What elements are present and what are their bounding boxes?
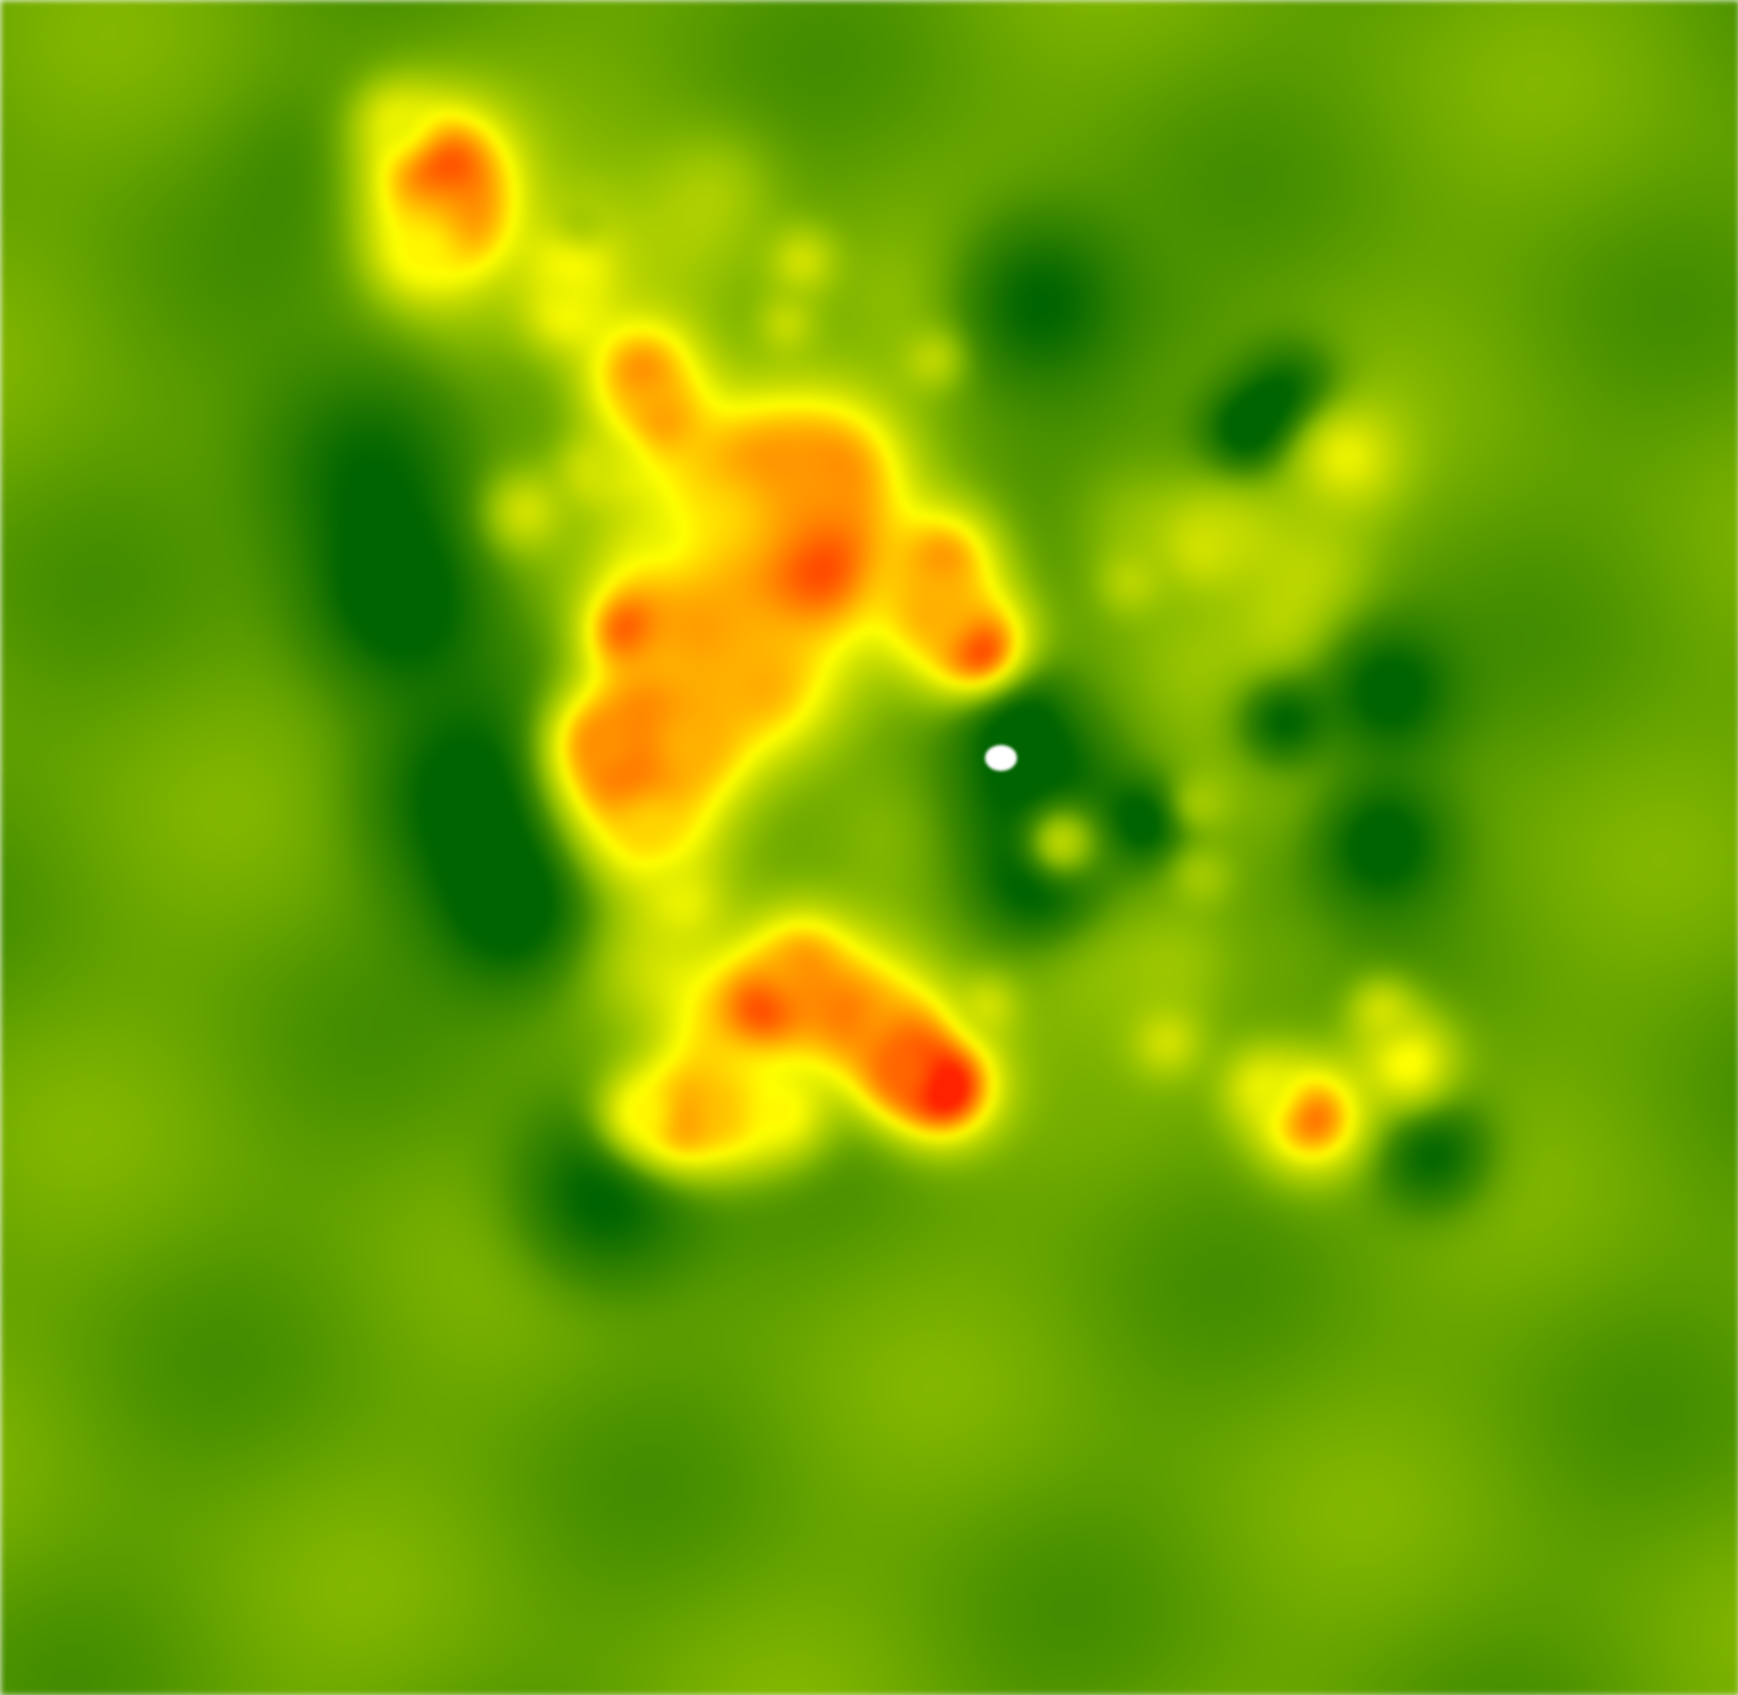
heatmap-map	[0, 0, 1738, 1695]
